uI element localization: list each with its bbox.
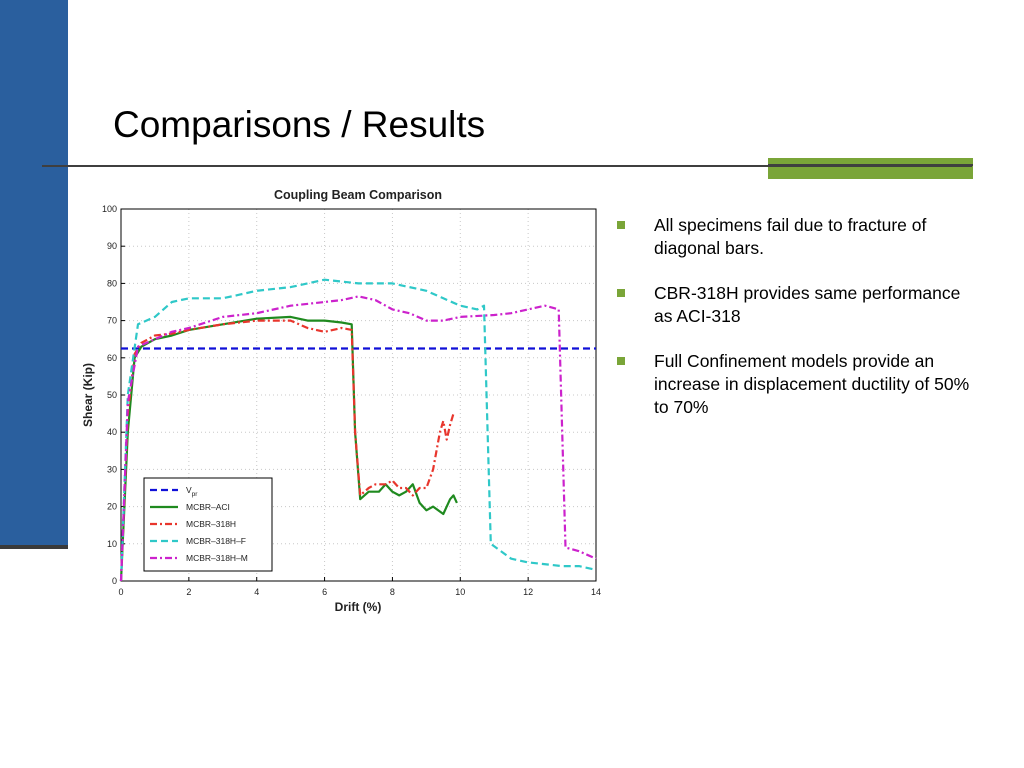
y-axis-label: Shear (Kip)	[81, 363, 95, 427]
legend-label: MCBR–318H–F	[186, 536, 246, 546]
y-tick-label: 0	[112, 576, 117, 586]
y-tick-label: 80	[107, 278, 117, 288]
x-tick-label: 12	[523, 587, 533, 597]
x-tick-label: 10	[455, 587, 465, 597]
accent-band	[768, 158, 973, 179]
series-line-2	[119, 319, 455, 582]
legend-label: MCBR–318H	[186, 519, 236, 529]
bullet-text: CBR-318H provides same performance as AC…	[654, 283, 961, 326]
series-line-4	[119, 295, 597, 582]
x-tick-label: 0	[118, 587, 123, 597]
series-line-3	[119, 278, 597, 582]
x-tick-label: 8	[390, 587, 395, 597]
y-tick-label: 40	[107, 427, 117, 437]
x-tick-label: 14	[591, 587, 601, 597]
y-tick-label: 10	[107, 539, 117, 549]
series-line-1	[119, 315, 458, 582]
y-tick-label: 60	[107, 353, 117, 363]
title-divider	[42, 165, 972, 167]
y-tick-label: 30	[107, 464, 117, 474]
y-tick-label: 20	[107, 502, 117, 512]
bullet-square-icon	[617, 221, 625, 229]
bullet-item: Full Confinement models provide an incre…	[617, 350, 977, 419]
legend-label: MCBR–318H–M	[186, 553, 248, 563]
y-tick-label: 90	[107, 241, 117, 251]
bullet-item: All specimens fail due to fracture of di…	[617, 214, 977, 260]
accent-divider	[768, 164, 973, 166]
sidebar-band	[0, 0, 68, 545]
y-tick-label: 70	[107, 316, 117, 326]
legend-label: MCBR–ACI	[186, 502, 230, 512]
x-tick-label: 6	[322, 587, 327, 597]
y-tick-label: 100	[102, 204, 117, 214]
x-axis-label: Drift (%)	[335, 600, 382, 614]
chart-title: Coupling Beam Comparison	[274, 188, 442, 202]
x-tick-label: 4	[254, 587, 259, 597]
bullet-text: Full Confinement models provide an incre…	[654, 351, 970, 417]
y-tick-label: 50	[107, 390, 117, 400]
slide-title: Comparisons / Results	[113, 104, 486, 145]
bullet-text: All specimens fail due to fracture of di…	[654, 215, 927, 258]
bullet-item: CBR-318H provides same performance as AC…	[617, 282, 977, 328]
bullet-square-icon	[617, 357, 625, 365]
bullet-square-icon	[617, 289, 625, 297]
coupling-beam-chart: 0 2 4 6 8 10 12 14 0 10 20 30 40 50 60 70 80 90 100 Vpr MCB…	[76, 182, 606, 622]
bullet-list: All specimens fail due to fracture of di…	[617, 214, 977, 441]
sidebar-band-edge	[0, 545, 68, 549]
x-tick-label: 2	[186, 587, 191, 597]
legend-label-subscript: pr	[192, 491, 199, 498]
